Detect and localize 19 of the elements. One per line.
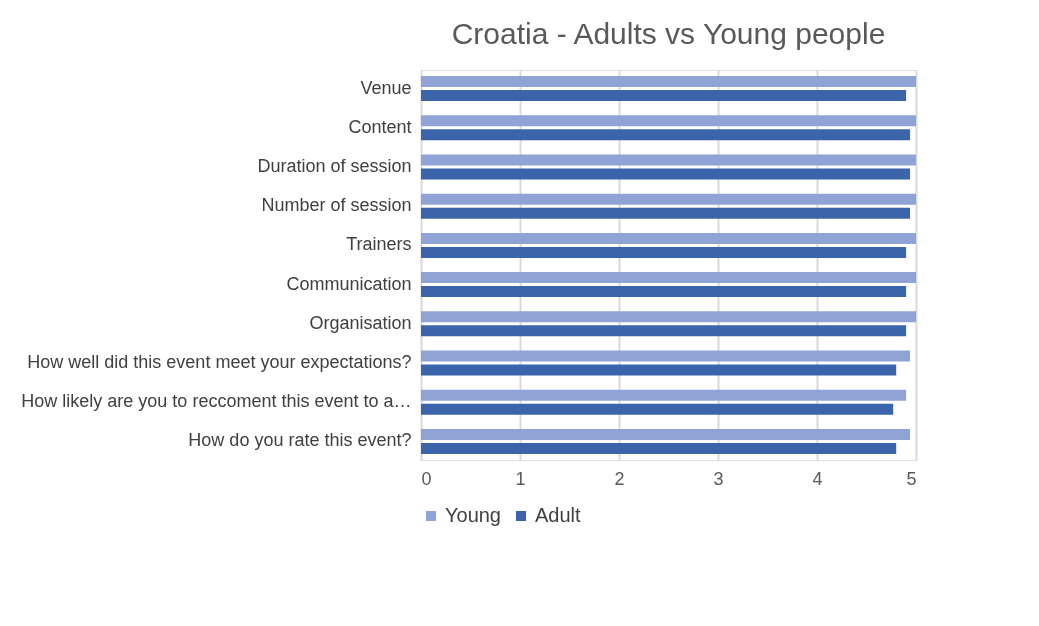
x-tick-label: 4: [812, 468, 823, 489]
y-tick-label: How do you rate this event?: [188, 430, 412, 451]
y-tick-label: Duration of session: [257, 156, 412, 177]
chart-title: Croatia - Adults vs Young people: [451, 17, 886, 50]
x-tick-label: 2: [614, 468, 625, 489]
y-tick-label: Trainers: [346, 234, 412, 255]
y-tick-label: Content: [348, 116, 412, 137]
x-tick-label: 0: [421, 468, 432, 489]
y-tick-label: Communication: [286, 273, 412, 294]
x-tick-label: 1: [515, 468, 526, 489]
y-tick-label: Organisation: [309, 312, 412, 333]
y-tick-label: Number of session: [261, 195, 412, 216]
legend-label: Adult: [535, 504, 582, 526]
y-tick-label: How well did this event meet your expectations?: [27, 351, 412, 372]
y-tick-label: How likely are you to reccoment this event to a…: [21, 391, 412, 412]
y-tick-label: Venue: [360, 77, 412, 98]
x-tick-label: 3: [713, 468, 724, 489]
x-tick-label: 5: [906, 468, 917, 489]
legend-label: Young: [445, 504, 501, 526]
